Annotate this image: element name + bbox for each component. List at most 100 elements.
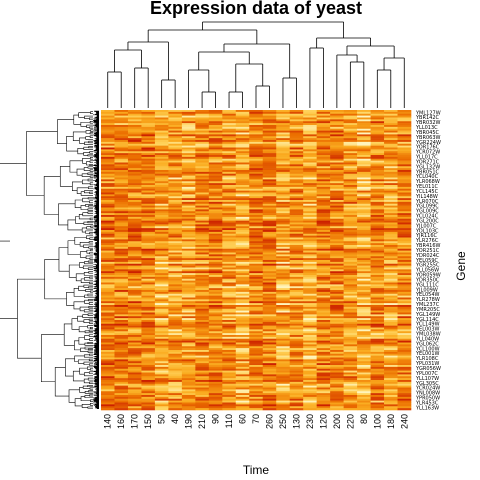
heatmap-cell <box>195 288 210 291</box>
heatmap-cell <box>384 164 398 167</box>
heatmap-cell <box>357 147 371 150</box>
heatmap-cell <box>343 216 358 220</box>
heatmap-cell <box>303 404 317 407</box>
heatmap-cell <box>195 171 210 175</box>
heatmap-cell <box>370 224 385 227</box>
heatmap-cell <box>208 346 223 349</box>
heatmap-cell <box>343 196 358 199</box>
heatmap-cell <box>114 365 129 368</box>
heatmap-cell <box>154 110 169 113</box>
heatmap-cell <box>370 213 385 216</box>
heatmap-cell <box>262 329 277 332</box>
heatmap-cell <box>154 230 169 233</box>
heatmap-cell <box>114 156 129 160</box>
heatmap-cell <box>249 408 264 411</box>
heatmap-cell <box>316 400 331 403</box>
heatmap-cell <box>114 164 129 167</box>
heatmap-cell <box>262 353 277 356</box>
heatmap-cell <box>127 141 142 145</box>
heatmap-cell <box>303 190 317 193</box>
heatmap-cell <box>127 260 142 263</box>
heatmap-cell <box>222 331 237 334</box>
heatmap-cell <box>343 186 358 190</box>
heatmap-cell <box>357 132 371 135</box>
heatmap-cell <box>249 261 264 265</box>
heatmap-cell <box>384 179 398 182</box>
heatmap-cell <box>316 321 331 325</box>
heatmap-cell <box>154 370 169 373</box>
heatmap-cell <box>235 203 250 206</box>
heatmap-cell <box>397 156 412 160</box>
heatmap-cell <box>114 239 129 242</box>
heatmap-cell <box>397 402 412 405</box>
heatmap-cell <box>114 308 129 311</box>
heatmap-cell <box>316 113 331 116</box>
heatmap-cell <box>303 145 317 148</box>
heatmap-cell <box>397 260 412 263</box>
heatmap-cell <box>303 282 317 285</box>
heatmap-cell <box>397 325 412 328</box>
heatmap-cell <box>330 400 344 403</box>
heatmap-cell <box>357 170 371 173</box>
heatmap-cell <box>384 123 398 126</box>
heatmap-cell <box>330 380 344 383</box>
heatmap-cell <box>289 207 304 210</box>
heatmap-cell <box>303 275 317 278</box>
column-label: 90 <box>211 414 221 424</box>
heatmap-cell <box>195 173 210 176</box>
heatmap-cell <box>168 231 183 235</box>
heatmap-cell <box>289 119 304 122</box>
heatmap-cell <box>370 245 385 248</box>
heatmap-cell <box>384 408 398 411</box>
heatmap-cell <box>370 346 385 349</box>
heatmap-cell <box>303 203 317 206</box>
heatmap-cell <box>101 149 115 152</box>
heatmap-cell <box>303 350 317 353</box>
heatmap-cell <box>154 119 169 122</box>
heatmap-cell <box>343 228 358 231</box>
heatmap-cell <box>168 290 183 293</box>
heatmap-cell <box>208 168 223 171</box>
heatmap-cell <box>222 383 237 386</box>
heatmap-cell <box>154 235 169 238</box>
heatmap-cell <box>384 267 398 270</box>
heatmap-cell <box>370 143 385 146</box>
heatmap-cell <box>316 344 331 347</box>
heatmap-cell <box>114 143 129 146</box>
heatmap-cell <box>181 284 196 287</box>
heatmap-cell <box>316 336 331 340</box>
heatmap-cell <box>384 370 398 373</box>
heatmap-cell <box>154 192 169 195</box>
heatmap-cell <box>316 305 331 308</box>
heatmap-cell <box>208 125 223 128</box>
heatmap-cell <box>114 284 129 287</box>
heatmap-cell <box>262 280 277 283</box>
heatmap-cell <box>357 136 371 139</box>
heatmap-cell <box>357 162 371 165</box>
heatmap-cell <box>195 378 210 381</box>
heatmap-cell <box>357 310 371 313</box>
heatmap-cell <box>249 121 264 124</box>
heatmap-cell <box>168 378 183 381</box>
heatmap-cell <box>181 383 196 386</box>
heatmap-cell <box>222 336 237 340</box>
heatmap-cell <box>262 170 277 173</box>
heatmap-cell <box>262 378 277 381</box>
heatmap-cell <box>114 246 129 250</box>
heatmap-cell <box>222 408 237 411</box>
heatmap-cell <box>181 340 196 343</box>
heatmap-cell <box>330 145 344 148</box>
heatmap-cell <box>127 395 142 398</box>
column-label: 130 <box>291 414 301 429</box>
heatmap-cell <box>303 408 317 411</box>
heatmap-cell <box>357 278 371 281</box>
heatmap-cell <box>370 149 385 152</box>
heatmap-cell <box>181 376 196 379</box>
heatmap-cell <box>262 282 277 285</box>
heatmap-cell <box>249 119 264 122</box>
heatmap-cell <box>303 310 317 313</box>
heatmap-cell <box>343 344 358 347</box>
heatmap-cell <box>141 218 156 221</box>
heatmap-cell <box>384 256 398 259</box>
heatmap-cell <box>303 126 317 130</box>
